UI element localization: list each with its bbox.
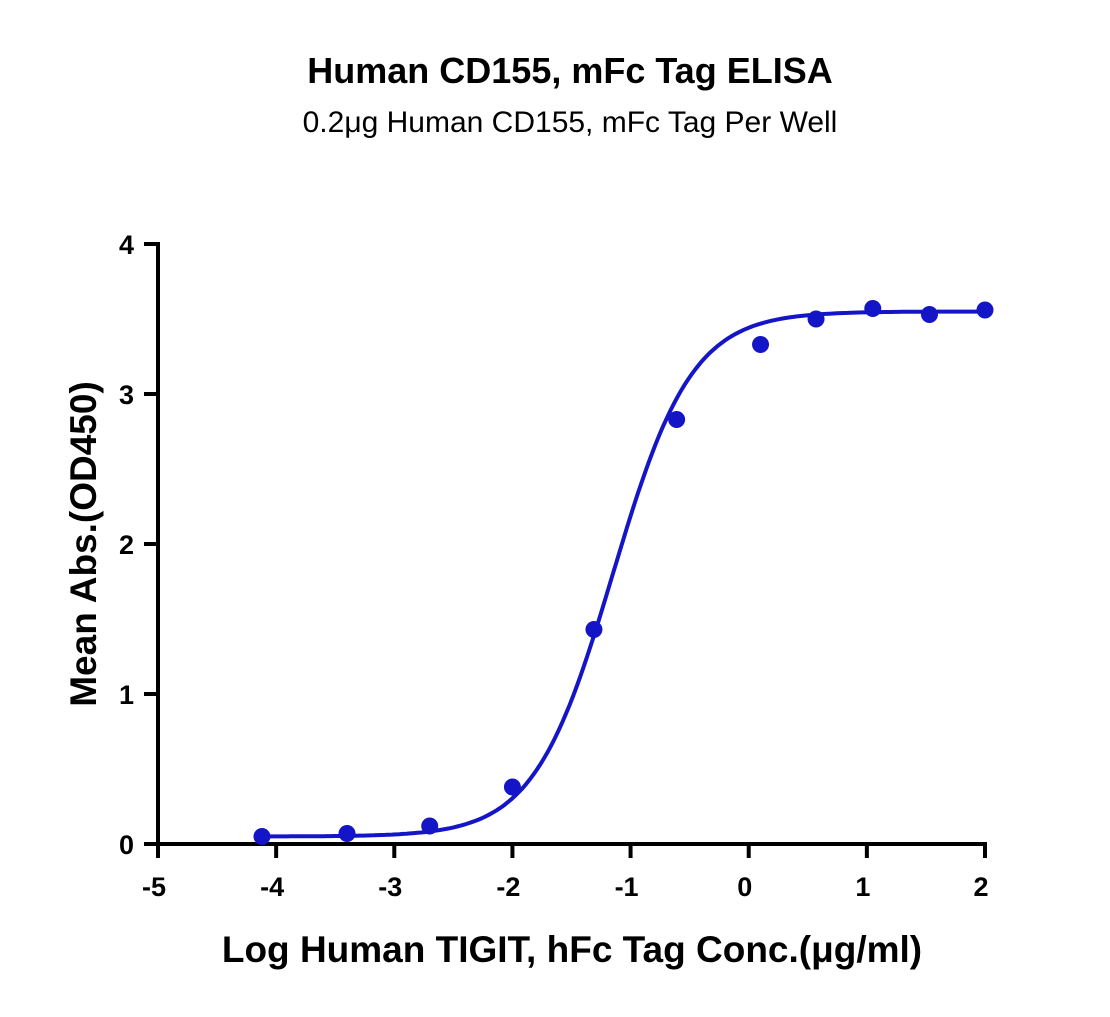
x-tick-label: 0 xyxy=(737,872,752,902)
x-tick-label: -2 xyxy=(496,872,520,902)
y-tick-label: 2 xyxy=(119,530,134,560)
data-point xyxy=(421,817,439,835)
x-axis-label: Log Human TIGIT, hFc Tag Conc.(μg/ml) xyxy=(222,929,922,970)
x-tick-label: -1 xyxy=(615,872,639,902)
y-tick-label: 0 xyxy=(119,830,134,860)
data-point xyxy=(253,828,271,845)
x-tick-label: 2 xyxy=(973,872,988,902)
data-point xyxy=(864,300,882,317)
x-tick-label: 1 xyxy=(855,872,870,902)
data-point xyxy=(585,621,603,638)
y-tick-label: 4 xyxy=(119,230,134,260)
chart-subtitle: 0.2μg Human CD155, mFc Tag Per Well xyxy=(302,106,838,139)
data-point xyxy=(668,411,686,428)
data-point xyxy=(503,778,521,796)
data-point xyxy=(976,301,994,319)
y-tick-label: 1 xyxy=(119,680,134,710)
chart-title: Human CD155, mFc Tag ELISA xyxy=(307,50,833,91)
x-tick-label: -3 xyxy=(378,872,402,902)
y-tick-label: 3 xyxy=(119,380,134,410)
data-point xyxy=(807,310,825,328)
fit-curve xyxy=(262,309,985,839)
data-point xyxy=(338,825,356,842)
data-point xyxy=(920,306,938,323)
y-axis-label: Mean Abs.(OD450) xyxy=(63,381,104,707)
x-tick-label: -5 xyxy=(142,872,166,902)
data-point xyxy=(752,336,770,353)
x-tick-label: -4 xyxy=(260,872,284,902)
